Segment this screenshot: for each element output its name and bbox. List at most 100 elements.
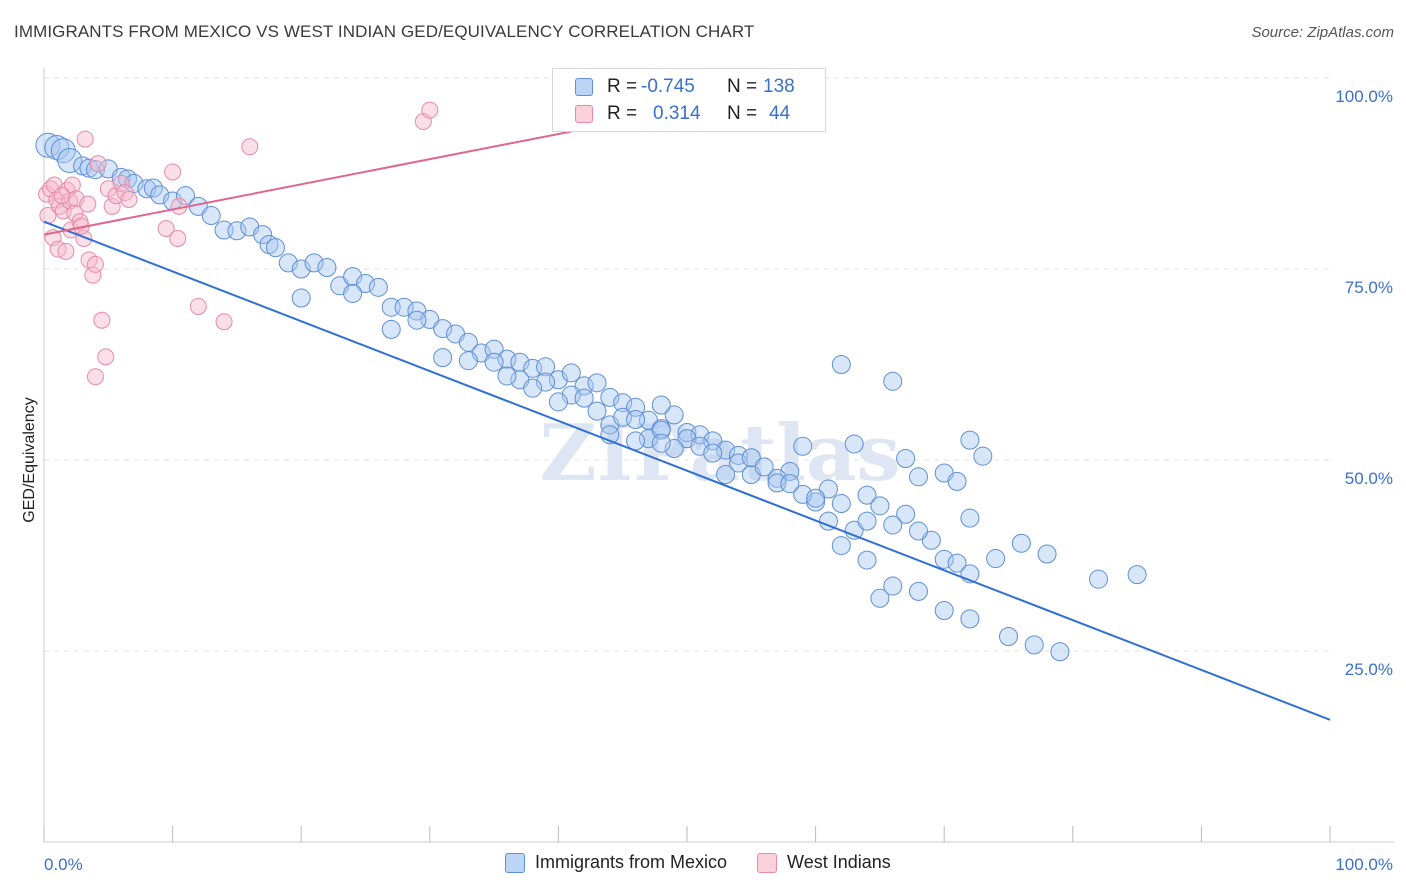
data-point-mexico — [79, 158, 99, 178]
data-point-west-indians — [63, 176, 81, 194]
data-point-mexico — [960, 430, 980, 450]
series-label-west-indians: West Indians — [787, 852, 891, 872]
legend-r-label: R = — [607, 103, 638, 124]
data-point-mexico — [368, 277, 388, 297]
data-point-mexico — [908, 581, 928, 601]
data-point-mexico — [793, 436, 813, 456]
data-point-mexico — [175, 186, 195, 206]
data-point-west-indians — [157, 220, 175, 238]
data-point-mexico — [484, 352, 504, 372]
data-point-mexico — [433, 348, 453, 368]
data-point-west-indians — [215, 313, 233, 331]
data-point-mexico — [626, 431, 646, 451]
data-point-mexico — [458, 351, 478, 371]
data-point-mexico — [947, 471, 967, 491]
data-point-mexico — [896, 504, 916, 524]
data-point-mexico — [343, 283, 363, 303]
x-tick-label: 0.0% — [44, 855, 83, 874]
data-point-mexico — [767, 468, 787, 488]
data-point-west-indians — [169, 229, 187, 247]
data-point-mexico — [934, 601, 954, 621]
data-point-mexico — [561, 363, 581, 383]
data-point-mexico — [587, 373, 607, 393]
data-point-mexico — [651, 395, 671, 415]
data-point-mexico — [1024, 635, 1044, 655]
data-point-mexico — [35, 132, 61, 158]
data-point-west-indians — [164, 163, 182, 181]
series-legend: Immigrants from Mexico West Indians — [505, 852, 921, 873]
data-point-mexico — [201, 206, 221, 226]
trendline-west-indians — [43, 130, 572, 236]
data-point-mexico — [497, 349, 517, 369]
data-point-west-indians — [93, 311, 111, 329]
data-point-mexico — [870, 588, 890, 608]
data-point-mexico — [44, 135, 70, 161]
data-point-mexico — [831, 355, 851, 374]
data-point-west-indians — [97, 348, 115, 366]
data-point-mexico — [960, 609, 980, 629]
series-legend-west-indians: West Indians — [757, 852, 891, 873]
legend-row-west-indians: R = 0.314 N = 44 — [553, 101, 790, 127]
data-point-mexico — [536, 357, 556, 377]
series-legend-mexico: Immigrants from Mexico — [505, 852, 727, 873]
data-point-mexico — [651, 433, 671, 453]
data-point-mexico — [986, 549, 1006, 569]
data-point-mexico — [497, 366, 517, 386]
legend-swatch-mexico — [575, 78, 593, 96]
legend-n-label: N = — [727, 103, 758, 124]
data-point-mexico — [999, 626, 1018, 646]
data-point-west-indians — [84, 266, 102, 284]
y-tick-label: 75.0% — [1345, 278, 1393, 297]
legend-r-label: R = — [607, 76, 638, 97]
data-point-mexico — [883, 515, 903, 535]
data-point-mexico — [857, 485, 877, 505]
data-point-west-indians — [79, 195, 97, 213]
data-point-mexico — [317, 257, 337, 277]
data-point-mexico — [265, 238, 285, 258]
data-point-mexico — [831, 536, 851, 556]
series-swatch-mexico — [505, 852, 525, 873]
data-point-mexico — [523, 378, 543, 398]
data-point-west-indians — [53, 187, 71, 205]
series-swatch-west-indians — [757, 852, 778, 873]
data-point-west-indians — [86, 368, 104, 386]
data-point-mexico — [896, 448, 916, 468]
legend-r-value: 0.314 — [653, 103, 701, 124]
data-point-mexico — [304, 253, 324, 273]
data-point-mexico — [741, 448, 761, 468]
data-point-mexico — [356, 274, 375, 294]
data-point-west-indians — [421, 101, 439, 119]
data-point-mexico — [574, 388, 594, 408]
y-tick-label: 50.0% — [1345, 469, 1393, 488]
data-point-mexico — [664, 439, 684, 459]
data-point-mexico — [716, 465, 736, 485]
data-point-mexico — [716, 440, 736, 460]
data-point-mexico — [394, 297, 414, 317]
data-point-mexico — [600, 387, 620, 407]
data-point-mexico — [883, 371, 903, 391]
data-point-mexico — [908, 467, 928, 487]
series-label-mexico: Immigrants from Mexico — [535, 852, 728, 872]
data-point-mexico — [728, 453, 748, 473]
data-point-mexico — [124, 173, 144, 193]
data-point-mexico — [883, 576, 903, 596]
data-point-mexico — [433, 319, 453, 339]
data-point-west-indians — [241, 138, 259, 156]
data-point-mexico — [818, 479, 838, 499]
data-point-mexico — [1037, 544, 1057, 564]
data-point-mexico — [806, 488, 826, 508]
data-point-mexico — [291, 288, 311, 308]
data-point-mexico — [831, 494, 851, 514]
data-point-west-indians — [89, 155, 107, 173]
data-point-mexico — [381, 319, 401, 339]
data-point-mexico — [664, 405, 684, 425]
data-point-mexico — [626, 410, 646, 430]
data-point-west-indians — [112, 174, 130, 192]
data-point-mexico — [921, 530, 941, 550]
data-point-mexico — [857, 550, 877, 570]
legend-swatch-west-indians — [575, 105, 593, 123]
data-point-mexico — [1089, 569, 1109, 589]
data-point-mexico — [870, 496, 890, 516]
data-point-mexico — [844, 520, 864, 540]
